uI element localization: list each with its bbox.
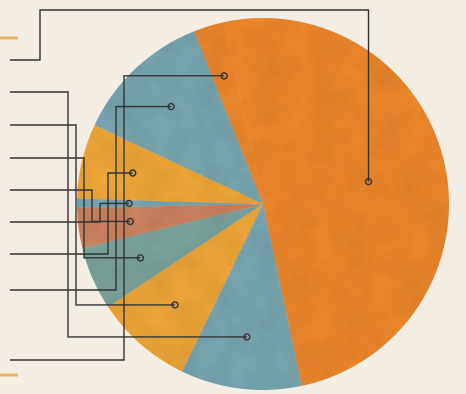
leader-lines [10,9,373,361]
pie-slices [77,18,449,390]
leader-line-4 [10,157,141,259]
leader-dot-5 [126,217,134,226]
pie-slice-8 [94,31,263,205]
leader-dot-8 [167,102,175,111]
leader-dot-9 [220,72,228,80]
pie-slice-4 [82,204,264,307]
leader-line-8 [10,105,172,291]
pie-slice-1 [224,18,449,386]
leader-line-6 [10,202,130,223]
leader-dot-6 [125,199,133,208]
pie-slice-9 [194,22,263,205]
leader-line-7 [10,172,133,255]
leader-dot-3 [171,301,179,309]
leader-dot-4 [136,254,145,262]
leader-line-1 [10,9,370,182]
leader-dot-7 [129,169,137,177]
leader-line-5 [10,189,131,223]
leader-line-3 [10,124,175,306]
leader-line-9 [10,75,225,361]
background-accent-marks [0,36,18,377]
leader-line-2 [10,91,247,338]
leader-dot-1 [364,177,373,186]
pie-slice-2 [182,204,302,390]
leader-dot-2 [243,333,251,341]
pie-slice-3 [108,204,263,372]
